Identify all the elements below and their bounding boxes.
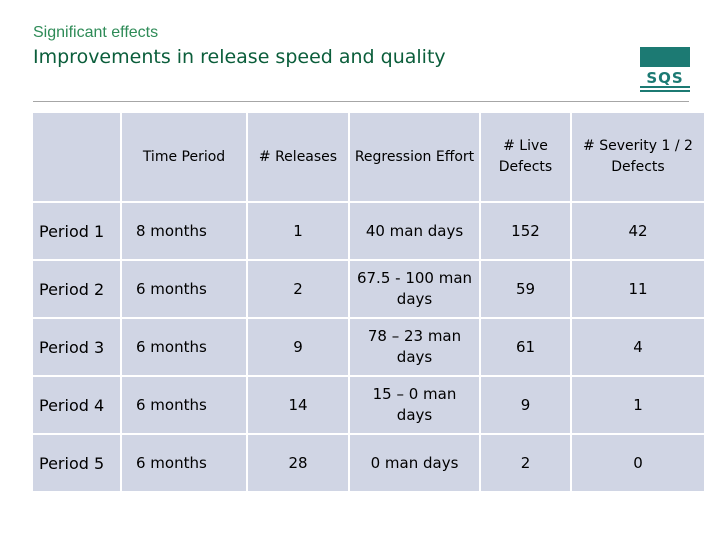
regression-effort-cell: 15 – 0 man days — [348, 375, 481, 435]
regression-effort-cell: 0 man days — [348, 433, 481, 493]
release-metrics-table: Time Period # Releases Regression Effort… — [31, 111, 706, 493]
time-period-cell: 6 months — [120, 433, 248, 493]
table-header-row: Time Period # Releases Regression Effort… — [31, 111, 706, 203]
regression-effort-cell: 67.5 - 100 man days — [348, 259, 481, 319]
live-defects-cell: 61 — [479, 317, 572, 377]
releases-cell: 28 — [246, 433, 350, 493]
severity-defects-cell: 11 — [570, 259, 706, 319]
live-defects-cell: 9 — [479, 375, 572, 435]
title-divider — [33, 101, 689, 102]
header-regression-effort: Regression Effort — [348, 111, 481, 203]
live-defects-cell: 152 — [479, 201, 572, 261]
slide-supertitle: Significant effects — [33, 24, 159, 41]
table-row: Period 3 6 months 9 78 – 23 man days 61 … — [31, 317, 706, 377]
severity-defects-cell: 1 — [570, 375, 706, 435]
live-defects-cell: 59 — [479, 259, 572, 319]
releases-cell: 14 — [246, 375, 350, 435]
slide-title: Improvements in release speed and qualit… — [33, 46, 446, 68]
severity-defects-cell: 42 — [570, 201, 706, 261]
time-period-cell: 8 months — [120, 201, 248, 261]
severity-defects-cell: 4 — [570, 317, 706, 377]
live-defects-cell: 2 — [479, 433, 572, 493]
header-releases: # Releases — [246, 111, 350, 203]
row-label: Period 1 — [31, 201, 122, 261]
svg-text:SQS: SQS — [646, 69, 683, 87]
table-row: Period 5 6 months 28 0 man days 2 0 — [31, 433, 706, 493]
row-label: Period 3 — [31, 317, 122, 377]
time-period-cell: 6 months — [120, 375, 248, 435]
releases-cell: 9 — [246, 317, 350, 377]
row-label: Period 2 — [31, 259, 122, 319]
row-label: Period 5 — [31, 433, 122, 493]
time-period-cell: 6 months — [120, 259, 248, 319]
header-time-period: Time Period — [120, 111, 248, 203]
header-cell-blank — [31, 111, 122, 203]
sqs-logo-icon: SQS — [640, 47, 690, 92]
header-severity-defects: # Severity 1 / 2 Defects — [570, 111, 706, 203]
sqs-logo: SQS — [640, 47, 690, 93]
regression-effort-cell: 40 man days — [348, 201, 481, 261]
row-label: Period 4 — [31, 375, 122, 435]
table-row: Period 4 6 months 14 15 – 0 man days 9 1 — [31, 375, 706, 435]
severity-defects-cell: 0 — [570, 433, 706, 493]
releases-cell: 2 — [246, 259, 350, 319]
time-period-cell: 6 months — [120, 317, 248, 377]
releases-cell: 1 — [246, 201, 350, 261]
table-row: Period 1 8 months 1 40 man days 152 42 — [31, 201, 706, 261]
header-live-defects: # Live Defects — [479, 111, 572, 203]
table-row: Period 2 6 months 2 67.5 - 100 man days … — [31, 259, 706, 319]
regression-effort-cell: 78 – 23 man days — [348, 317, 481, 377]
